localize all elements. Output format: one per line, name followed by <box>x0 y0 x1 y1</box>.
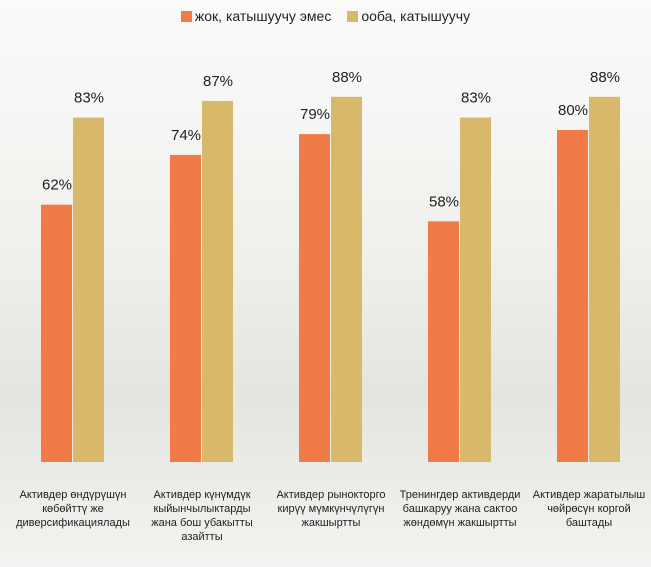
legend-label: ооба, катышуучу <box>361 8 470 24</box>
legend-item: ооба, катышуучу <box>347 8 470 24</box>
data-label: 83% <box>461 90 491 107</box>
legend-label: жок, катышуучу эмес <box>195 8 331 24</box>
data-label: 88% <box>590 69 620 86</box>
x-tick-label: Активдер күнүмдүк кыйынчылыктарды жана б… <box>140 488 264 544</box>
data-label: 74% <box>171 127 201 144</box>
legend-swatch <box>347 11 358 22</box>
data-label: 80% <box>558 102 588 119</box>
bar <box>299 134 330 462</box>
x-tick-label: Тренингдер активдерди башкаруу жана сакт… <box>398 488 522 530</box>
bar <box>170 155 201 462</box>
data-label: 87% <box>203 73 233 90</box>
bar <box>331 97 362 462</box>
x-tick-label: Активдер жаратылыш чөйрөсүн коргой башта… <box>527 488 651 530</box>
bar <box>557 130 588 462</box>
bar <box>202 101 233 462</box>
data-label: 83% <box>74 90 104 107</box>
page: {"chart_data": {"type": "bar", "categori… <box>0 0 651 567</box>
legend-item: жок, катышуучу эмес <box>181 8 331 24</box>
data-label: 88% <box>332 69 362 86</box>
bar <box>428 221 459 462</box>
bar <box>73 118 104 462</box>
x-tick-label: Активдер өндүрүшүн көбөйттү же диверсифи… <box>11 488 135 530</box>
bar <box>41 205 72 462</box>
bar <box>460 118 491 462</box>
legend: жок, катышуучу эмес ооба, катышуучу <box>0 8 651 24</box>
x-tick-label: Активдер рынокторго кирүү мүмкүнчүлүгүн … <box>269 488 393 530</box>
legend-swatch <box>181 11 192 22</box>
data-label: 58% <box>429 193 459 210</box>
bar <box>589 97 620 462</box>
data-label: 79% <box>300 106 330 123</box>
chart: 62%83%74%87%79%88%58%83%80%88% <box>0 0 651 567</box>
data-label: 62% <box>42 177 72 194</box>
